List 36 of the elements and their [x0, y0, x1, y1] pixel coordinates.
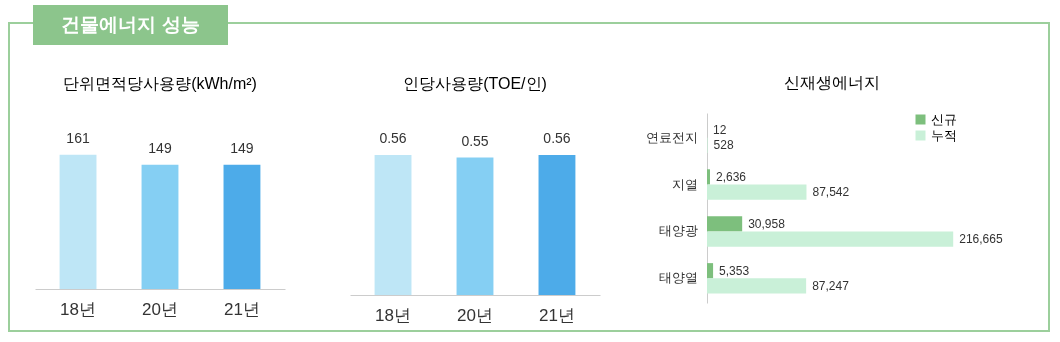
- chart-title: 인당사용량(TOE/인): [403, 75, 547, 92]
- data-label: 87,247: [812, 278, 850, 293]
- data-label: 149: [148, 139, 172, 156]
- chart-title: 단위면적당사용량(kWh/m²): [63, 74, 257, 92]
- data-label: 5,353: [719, 263, 750, 278]
- data-label: 528: [713, 138, 734, 153]
- bar: [707, 263, 714, 279]
- legend-label: 누적: [931, 127, 957, 143]
- data-label: 161: [66, 129, 90, 146]
- x-tick-label: 20년: [142, 299, 178, 319]
- data-label: 2,636: [716, 169, 747, 184]
- chart-title: 신재생에너지: [784, 74, 880, 91]
- data-label: 12: [713, 123, 727, 138]
- y-tick-label: 지열: [671, 176, 698, 192]
- legend-label: 신규: [931, 111, 957, 127]
- x-tick-label: 21년: [539, 305, 575, 325]
- bar: [707, 169, 710, 185]
- data-label: 0.56: [379, 130, 407, 146]
- data-label: 149: [230, 139, 254, 156]
- bar: [707, 216, 743, 232]
- bar: [707, 184, 807, 200]
- y-tick-label: 연료전지: [645, 129, 698, 145]
- x-tick-label: 20년: [457, 305, 493, 325]
- data-label: 87,542: [812, 185, 850, 200]
- text: 건물에너지 성능: [33, 5, 228, 45]
- data-label: 0.56: [543, 130, 571, 146]
- bar: [707, 278, 807, 294]
- data-label: 30,958: [748, 216, 786, 231]
- x-tick-label: 21년: [224, 299, 260, 319]
- y-tick-label: 태양열: [658, 270, 698, 286]
- data-label: 0.55: [461, 132, 489, 149]
- data-label: 216,665: [959, 232, 1003, 247]
- x-tick-label: 18년: [375, 305, 411, 325]
- bar: [707, 231, 954, 247]
- y-tick-label: 태양광: [658, 223, 698, 239]
- x-tick-label: 18년: [60, 299, 96, 319]
